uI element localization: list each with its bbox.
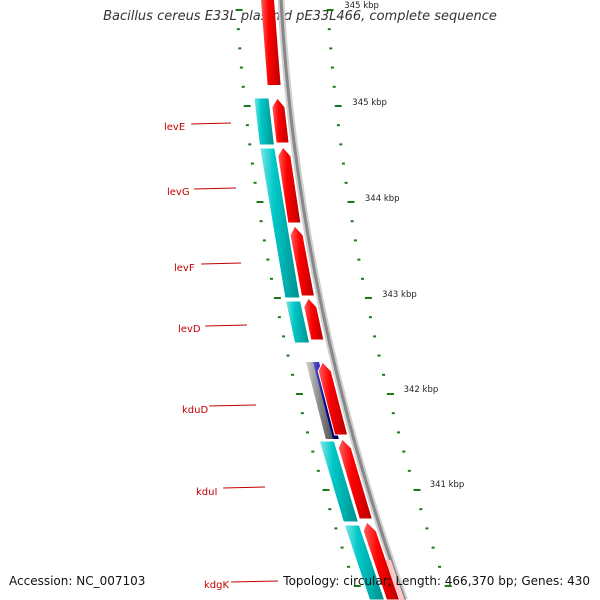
scale-label-0: 345 kbp: [344, 1, 379, 11]
gene-label-kduI: kduI: [196, 487, 217, 498]
gene-leader-kdgK: [231, 580, 279, 583]
gene-label-levE: levE: [164, 122, 185, 133]
sequence-backbone: [279, 0, 407, 600]
gene-leader-levD: [205, 324, 248, 327]
gene-forward-1[interactable]: [271, 97, 290, 144]
gene-kduI-reverse-strand[interactable]: [318, 440, 360, 523]
scale-label-4: 342 kbp: [404, 385, 439, 395]
gene-label-levD: levD: [178, 324, 201, 335]
gene-label-kdgK: kdgK: [204, 580, 229, 591]
gene-label-levF: levF: [174, 263, 195, 274]
gene-kdgK-reverse-strand[interactable]: [343, 524, 386, 600]
gene-levG-levF-reverse-strand[interactable]: [259, 147, 301, 299]
gene-levD-reverse-strand[interactable]: [284, 300, 311, 344]
scale-label-5: 341 kbp: [430, 480, 465, 490]
gene-forward-7[interactable]: [362, 521, 401, 600]
gene-forward-strand-top[interactable]: [261, 0, 281, 85]
topology-text: Topology: circular; Length: 466,370 bp; …: [283, 574, 590, 588]
gene-forward-5[interactable]: [317, 361, 349, 436]
accession-text: Accession: NC_007103: [9, 574, 146, 588]
scale-label-1: 345 kbp: [352, 98, 387, 108]
gene-leader-kduI: [223, 486, 266, 489]
gene-levE-reverse-strand[interactable]: [253, 97, 275, 146]
scale-label-2: 344 kbp: [365, 194, 400, 204]
gene-leader-levG: [194, 187, 237, 190]
gene-leader-kduD: [209, 404, 257, 407]
gene-forward-edge: [385, 560, 405, 600]
gene-leader-levE: [191, 122, 232, 125]
gene-forward-2[interactable]: [277, 146, 302, 224]
scale-label-3: 343 kbp: [382, 290, 417, 300]
gene-leader-levF: [201, 262, 242, 265]
gene-forward-3[interactable]: [289, 225, 316, 297]
gene-label-kduD: kduD: [182, 405, 208, 416]
gene-kduD-pseudo[interactable]: [306, 362, 333, 439]
gene-label-levG: levG: [167, 187, 190, 198]
gene-forward-6[interactable]: [337, 438, 374, 520]
map-title: Bacillus cereus E33L plasmid pE33L466, c…: [103, 9, 497, 24]
gene-forward-4[interactable]: [303, 297, 325, 341]
